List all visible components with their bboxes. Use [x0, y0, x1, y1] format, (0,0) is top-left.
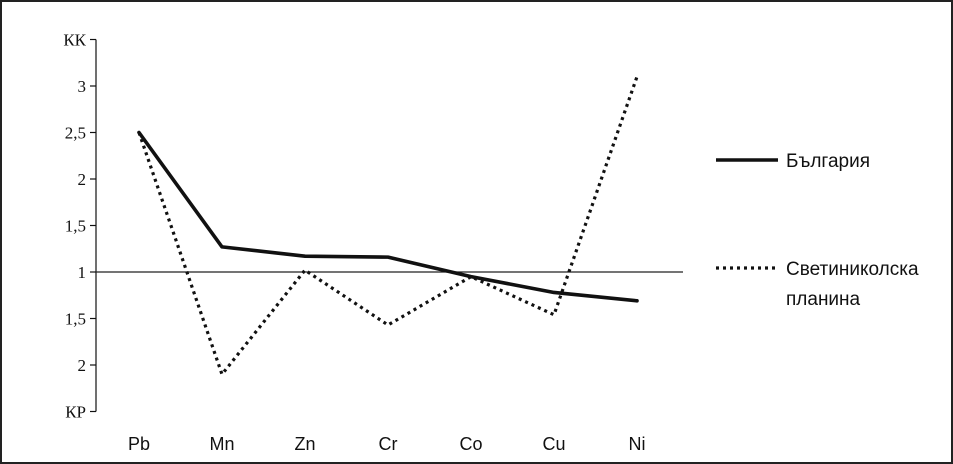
y-tick-label: 2	[78, 170, 87, 189]
legend-label: България	[786, 151, 870, 172]
x-tick-label: Pb	[128, 434, 150, 454]
series-layer	[137, 76, 639, 376]
x-tick-label: Cu	[542, 434, 565, 454]
y-tick-label: 2	[78, 356, 87, 375]
y-tick-label: 2,5	[65, 124, 86, 143]
x-tick-label: Ni	[629, 434, 646, 454]
x-tick-label: Cr	[379, 434, 398, 454]
y-tick-label: 3	[78, 77, 87, 96]
y-tick-label: 1	[78, 263, 87, 282]
y-tick-label: КР	[65, 403, 86, 422]
x-tick-label: Co	[459, 434, 482, 454]
x-tick-label: Zn	[294, 434, 315, 454]
y-tick-label: КК	[63, 31, 86, 50]
axis-layer	[90, 38, 683, 413]
series-line-2	[137, 76, 639, 376]
label-layer: КК 3 2,5 2 1,5 1 1,5 2 КР Pb Mn Zn Cr Co Cu Ni	[63, 31, 645, 455]
y-tick-label: 1,5	[65, 217, 86, 236]
x-tick-label: Mn	[209, 434, 234, 454]
legend-label: планина	[786, 289, 861, 310]
y-tick-label: 1,5	[65, 310, 86, 329]
series-line-1	[137, 130, 639, 303]
legend-label: Светиниколска	[786, 259, 919, 280]
legend: България Светиниколска планина	[716, 151, 919, 310]
